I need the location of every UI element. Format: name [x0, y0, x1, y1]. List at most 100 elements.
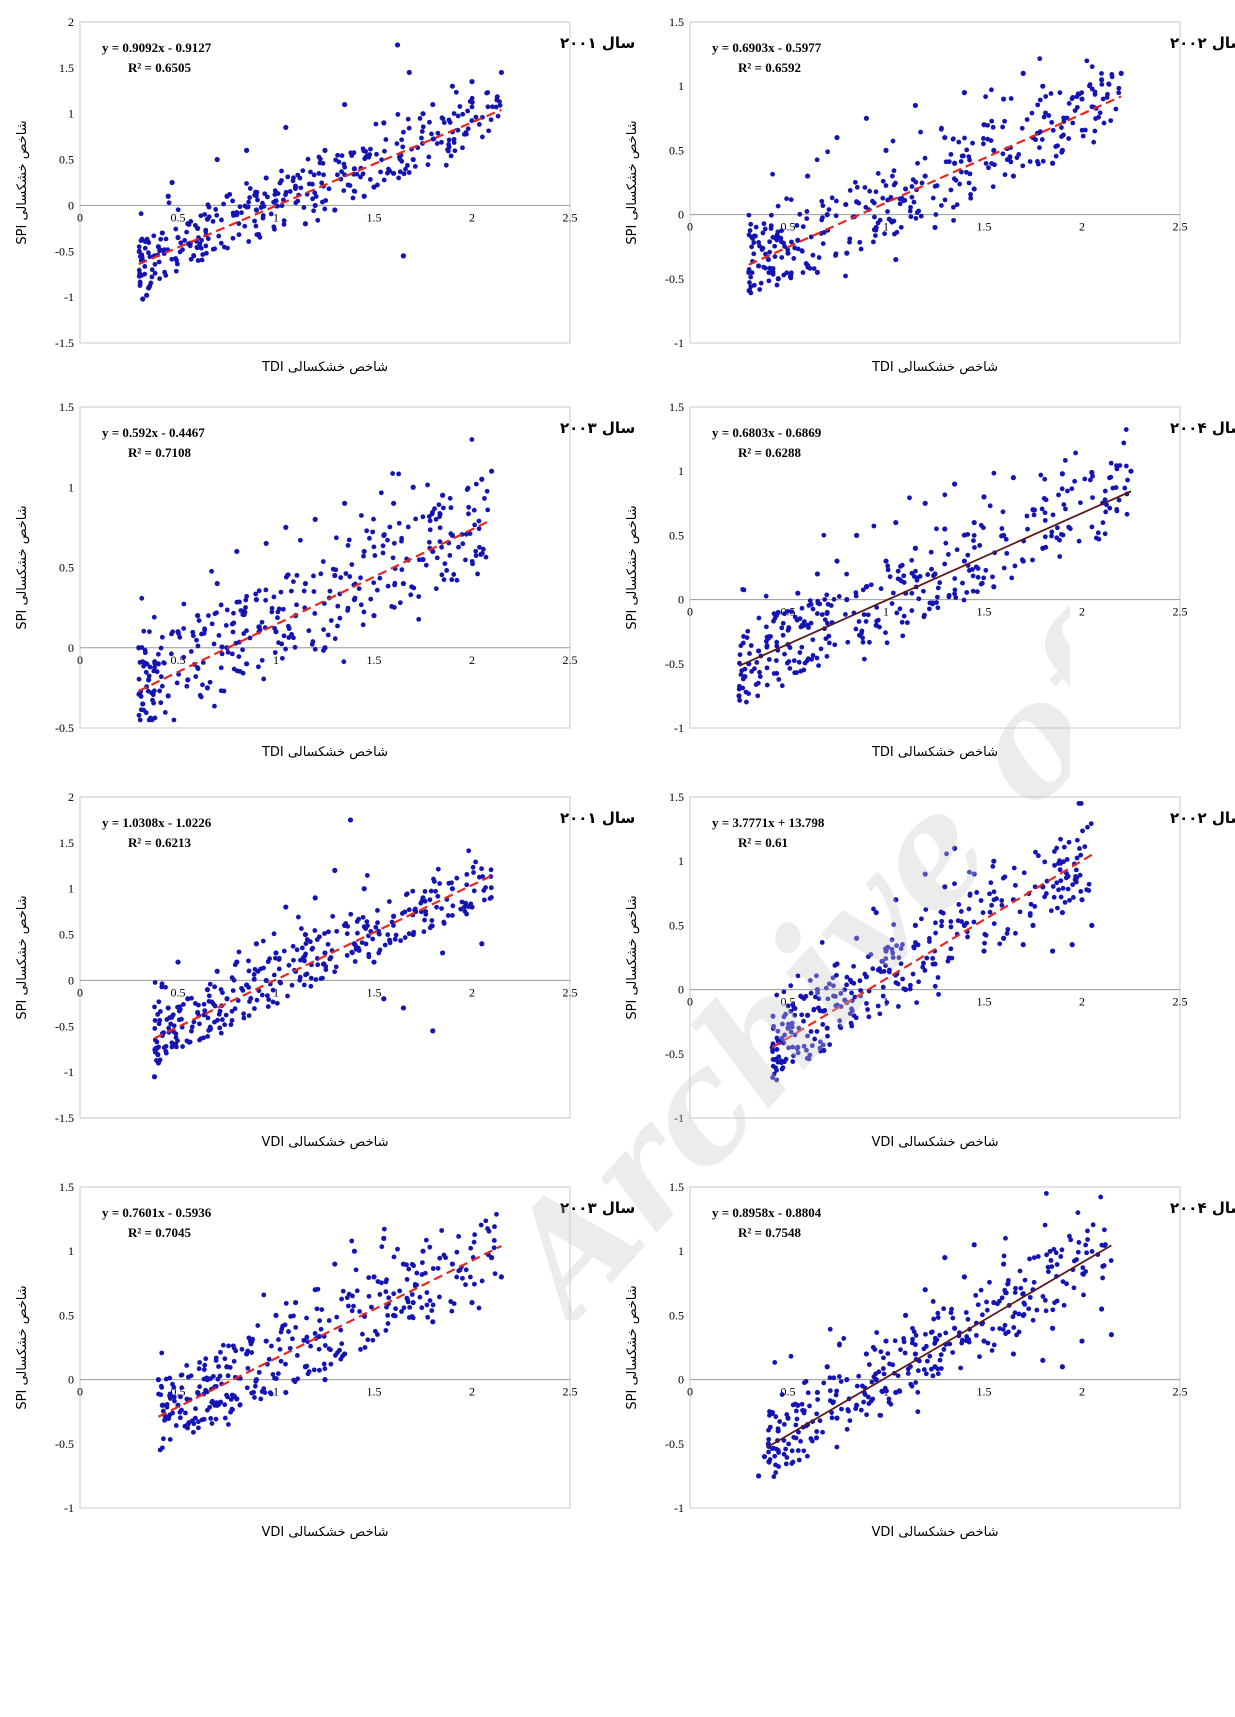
data-point [799, 1401, 805, 1407]
data-point [432, 506, 437, 512]
data-point [1069, 942, 1075, 948]
data-point [1037, 97, 1043, 103]
data-point [479, 476, 485, 482]
data-point [386, 1295, 392, 1301]
data-point [836, 594, 842, 599]
data-point [469, 95, 475, 101]
data-point [942, 197, 948, 203]
data-point [782, 611, 787, 617]
data-point [448, 153, 454, 159]
data-point [1043, 497, 1049, 503]
data-point [952, 587, 958, 593]
data-point [738, 672, 744, 677]
data-point [254, 232, 260, 238]
data-point [285, 993, 290, 999]
data-point [891, 168, 897, 174]
data-point [154, 669, 160, 675]
r-squared: R² = 0.6213 [128, 835, 191, 850]
data-point [831, 596, 837, 602]
data-point [1099, 81, 1105, 87]
data-point [847, 1418, 853, 1423]
data-point [885, 567, 891, 573]
data-point [315, 217, 321, 223]
x-tick-label: 1 [273, 653, 279, 667]
data-point [449, 1261, 455, 1267]
data-point [796, 1429, 801, 1435]
data-point [456, 544, 461, 550]
y-tick-label: 1.5 [59, 61, 74, 75]
data-point [416, 594, 422, 599]
data-point [471, 1239, 477, 1245]
data-point [315, 962, 321, 968]
data-point [881, 1355, 886, 1361]
data-point [401, 1305, 407, 1311]
data-point [400, 144, 406, 150]
data-point [779, 1066, 785, 1072]
data-point [267, 1390, 273, 1396]
scatter-chart-4: -1-0.500.511.500.511.522.5y = 0.6803x - … [620, 395, 1235, 770]
data-point [989, 118, 995, 124]
data-point [393, 1306, 399, 1312]
data-point [270, 1372, 276, 1377]
data-point [977, 543, 983, 548]
x-tick-label: 0.5 [171, 210, 186, 224]
data-point [824, 611, 830, 617]
data-point [880, 959, 886, 964]
data-point [879, 1388, 885, 1394]
r-squared: R² = 0.6505 [128, 60, 191, 75]
data-point [1089, 86, 1095, 92]
data-point [205, 1015, 211, 1021]
data-point [1116, 497, 1122, 503]
points-group [136, 437, 495, 723]
data-point [152, 1018, 158, 1023]
data-point [1085, 1237, 1091, 1242]
data-point [754, 660, 760, 665]
data-point [347, 817, 354, 823]
data-point [1001, 935, 1007, 941]
data-point [351, 1248, 357, 1254]
data-point [155, 651, 161, 657]
data-point [486, 128, 492, 134]
data-point [764, 665, 770, 671]
data-point [844, 974, 850, 980]
data-point [353, 1267, 359, 1273]
data-point [206, 993, 212, 999]
data-point [1039, 506, 1045, 512]
data-point [288, 1314, 294, 1319]
data-point [476, 526, 482, 532]
data-point [1093, 116, 1099, 121]
data-point [1063, 875, 1069, 881]
data-point [298, 185, 304, 191]
data-point [459, 899, 465, 905]
data-point [283, 1361, 288, 1367]
data-point [364, 919, 370, 924]
data-point [772, 243, 778, 249]
data-point [934, 526, 939, 532]
data-point [277, 1346, 283, 1352]
data-point [765, 256, 771, 263]
data-point [334, 172, 340, 178]
x-tick-label: 2 [469, 985, 475, 999]
data-point [1066, 101, 1072, 106]
data-point [944, 851, 949, 857]
data-point [1080, 1265, 1086, 1271]
data-point [748, 284, 754, 290]
data-point [301, 205, 307, 210]
data-point [239, 985, 244, 991]
data-point [948, 187, 954, 193]
data-point [1033, 137, 1038, 143]
data-point [460, 111, 466, 117]
data-point [435, 1265, 441, 1271]
data-point [793, 1408, 799, 1414]
data-point [915, 160, 920, 166]
data-point [484, 488, 490, 494]
data-point [1097, 110, 1103, 116]
data-point [218, 1349, 223, 1355]
data-point [911, 199, 917, 205]
data-point [151, 614, 157, 620]
data-point [378, 169, 383, 175]
data-point [245, 1348, 251, 1354]
data-point [856, 1373, 862, 1379]
data-point [360, 146, 366, 152]
data-point [212, 611, 218, 617]
